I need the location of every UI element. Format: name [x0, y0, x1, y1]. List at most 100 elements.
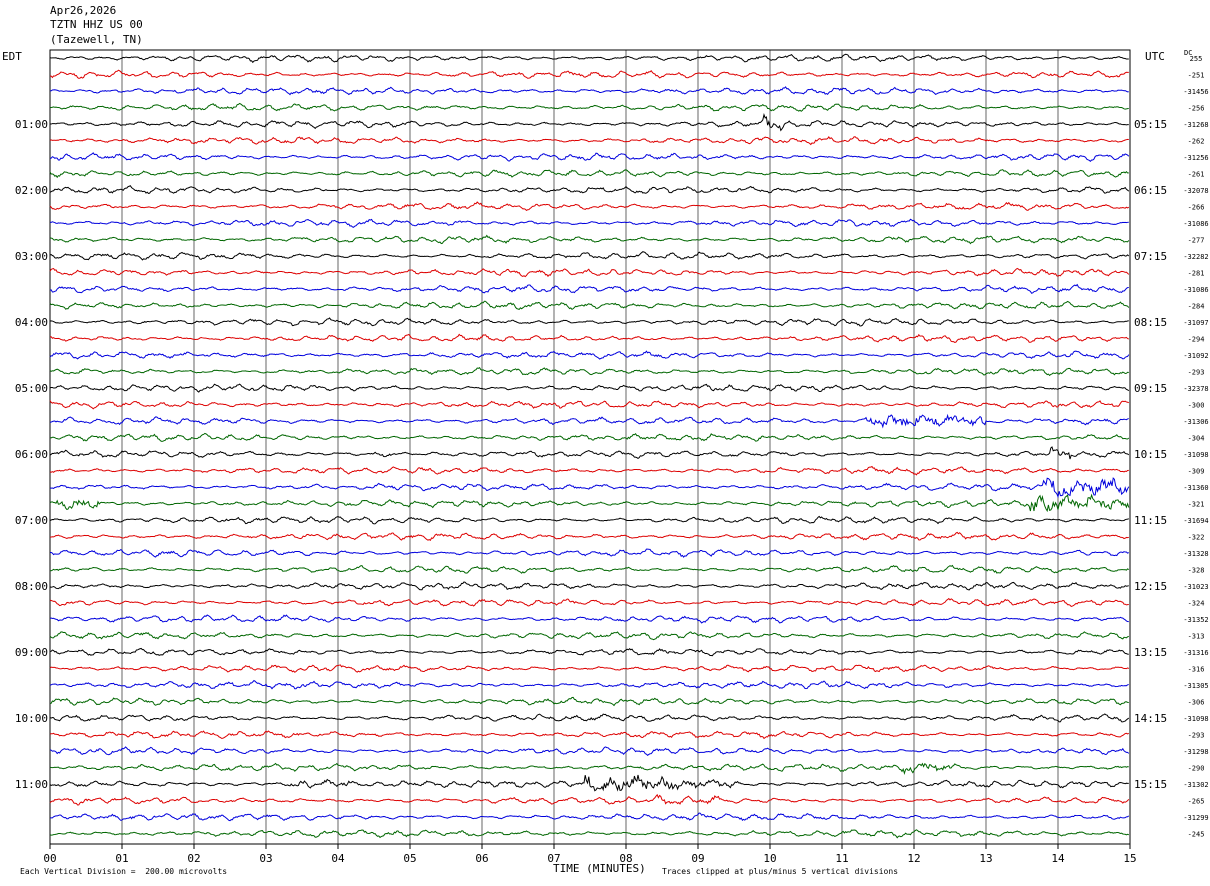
trace-line [49, 218, 1129, 228]
dc-offset-label: -31298 [1183, 748, 1208, 756]
dc-offset-label: -31306 [1183, 418, 1208, 426]
trace-line [49, 185, 1130, 195]
trace-line [49, 713, 1130, 723]
dc-offset-label: -31097 [1183, 319, 1208, 327]
trace-line [49, 446, 1130, 460]
dc-offset-label: -31360 [1183, 484, 1208, 492]
x-tick-label: 14 [1051, 852, 1065, 865]
dc-offset-label: -266 [1188, 204, 1205, 212]
dc-offset-label: -31098 [1183, 715, 1208, 723]
dc-column-label: DC [1184, 49, 1193, 57]
dc-offset-label: -261 [1188, 171, 1205, 179]
x-tick-label: 15 [1123, 852, 1136, 865]
trace-line [49, 267, 1130, 278]
dc-offset-label: -31299 [1183, 814, 1208, 822]
dc-offset-label: -31268 [1183, 121, 1208, 129]
dc-offset-label: -328 [1188, 567, 1205, 575]
trace-line [49, 413, 1129, 429]
trace-group [49, 53, 1130, 839]
trace-line [49, 465, 1129, 476]
trace-line [49, 300, 1130, 311]
dc-offset-label: -265 [1188, 798, 1205, 806]
left-hour-label: 05:00 [15, 382, 48, 395]
trace-line [49, 350, 1130, 360]
trace-line [49, 400, 1129, 410]
trace-line [49, 113, 1129, 132]
left-timezone-label: EDT [2, 50, 22, 63]
axis-labels: 00 01 02 03 04 05 06 07 08 09 10 11 12 13 14 15 255 -251 -… [15, 55, 1209, 865]
trace-line [49, 631, 1130, 641]
trace-line [49, 696, 1129, 707]
header-location: (Tazewell, TN) [50, 33, 143, 46]
clip-note: Traces clipped at plus/minus 5 vertical … [662, 867, 899, 876]
dc-offset-label: -277 [1188, 237, 1205, 245]
dc-offset-label: -294 [1188, 336, 1205, 344]
dc-offset-label: -31352 [1183, 616, 1208, 624]
left-hour-label: 03:00 [15, 250, 48, 263]
left-hour-label: 11:00 [15, 778, 48, 791]
trace-line [49, 581, 1129, 591]
right-hour-label: 10:15 [1134, 448, 1167, 461]
right-hour-label: 14:15 [1134, 712, 1167, 725]
trace-line [49, 69, 1129, 79]
trace-line [49, 86, 1129, 96]
dc-offset-label: -31023 [1183, 583, 1208, 591]
trace-line [49, 829, 1129, 839]
dc-offset-label: 255 [1190, 55, 1203, 63]
x-tick-label: 02 [187, 852, 200, 865]
x-tick-label: 05 [403, 852, 416, 865]
left-hour-label: 09:00 [15, 646, 48, 659]
x-tick-label: 09 [691, 852, 704, 865]
dc-offset-label: -324 [1188, 600, 1205, 608]
trace-line [49, 597, 1129, 608]
left-hour-label: 08:00 [15, 580, 48, 593]
dc-offset-label: -31256 [1183, 154, 1208, 162]
dc-offset-label: -321 [1188, 501, 1205, 509]
x-tick-label: 01 [115, 852, 128, 865]
x-tick-label: 07 [547, 852, 560, 865]
trace-line [49, 548, 1130, 558]
trace-line [49, 531, 1129, 541]
dc-offset-label: -32378 [1183, 385, 1208, 393]
right-timezone-label: UTC [1145, 50, 1165, 63]
left-hour-label: 01:00 [15, 118, 48, 131]
dc-offset-label: -31092 [1183, 352, 1208, 360]
left-hour-label: 07:00 [15, 514, 48, 527]
dc-offset-label: -31694 [1183, 517, 1208, 525]
right-hour-label: 06:15 [1134, 184, 1167, 197]
header-date: Apr26,2026 [50, 4, 117, 17]
dc-offset-label: -293 [1188, 369, 1205, 377]
dc-offset-label: -31098 [1183, 451, 1208, 459]
trace-line [49, 679, 1129, 690]
x-tick-label: 10 [763, 852, 776, 865]
trace-line [49, 793, 1130, 806]
dc-offset-label: -245 [1188, 831, 1205, 839]
dc-offset-label: -293 [1188, 732, 1205, 740]
left-hour-label: 04:00 [15, 316, 48, 329]
dc-offset-label: -31316 [1183, 649, 1208, 657]
dc-offset-label: -32078 [1183, 187, 1208, 195]
dc-offset-label: -31086 [1183, 286, 1208, 294]
trace-line [49, 477, 1130, 499]
trace-line [49, 432, 1130, 442]
right-hour-label: 13:15 [1134, 646, 1167, 659]
trace-line [49, 136, 1129, 146]
trace-line [49, 647, 1129, 657]
dc-offset-label: -313 [1188, 633, 1205, 641]
trace-line [49, 515, 1129, 525]
left-hour-label: 02:00 [15, 184, 48, 197]
header-station: TZTN HHZ US 00 [50, 18, 143, 31]
dc-offset-label: -31305 [1183, 682, 1208, 690]
x-tick-label: 04 [331, 852, 345, 865]
dc-offset-label: -251 [1188, 72, 1205, 80]
dc-offset-label: -309 [1188, 468, 1205, 476]
dc-offset-label: -31086 [1183, 220, 1208, 228]
dc-offset-label: -300 [1188, 402, 1205, 410]
trace-line [49, 201, 1130, 211]
trace-line [49, 102, 1129, 112]
right-hour-label: 05:15 [1134, 118, 1167, 131]
right-hour-label: 08:15 [1134, 316, 1167, 329]
trace-line [49, 564, 1130, 574]
trace-line [49, 746, 1130, 756]
